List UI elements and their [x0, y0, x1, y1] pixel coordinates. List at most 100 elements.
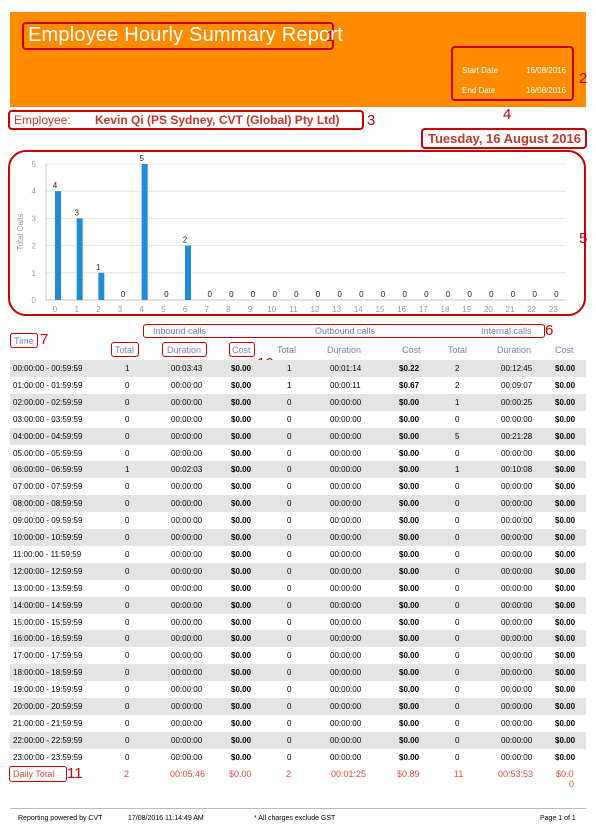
- footer-generated-timestamp: 17/08/2016 11:14:49 AM: [128, 815, 204, 822]
- inbound-cost-cell: $0.00: [231, 448, 252, 458]
- inbound-duration-cell: 00:00:00: [171, 431, 203, 441]
- internal-duration-cell: 00:00:00: [501, 516, 533, 526]
- date-heading-highlight-box: [421, 128, 587, 149]
- date-range-highlight-box: [451, 46, 574, 101]
- internal-total-cell: 0: [455, 617, 460, 627]
- time-cell: 17:00:00 - 17:59:59: [13, 651, 83, 661]
- annotation-11: 11: [67, 765, 83, 782]
- table-row: 03:00:00 - 03:59:59 0 00:00:00 $0.00 0 00:00:…: [10, 411, 586, 428]
- outbound-total-cell: 1: [287, 380, 292, 390]
- inbound-total-cell: 0: [125, 668, 130, 678]
- internal-duration-cell: 00:00:00: [501, 735, 533, 745]
- inbound-total-cell: 0: [125, 414, 130, 424]
- internal-cost-cell: $0.00: [555, 549, 576, 559]
- outbound-total-cell: 0: [287, 465, 292, 475]
- time-cell: 18:00:00 - 18:59:59: [13, 668, 83, 678]
- outbound-total-cell: 0: [287, 651, 292, 661]
- start-date-label: Start Date: [462, 66, 499, 75]
- outbound-cost-cell: $0.00: [399, 397, 420, 407]
- inbound-cost-cell: $0.00: [231, 533, 252, 542]
- inbound-total-cell: 1: [125, 465, 130, 475]
- internal-duration-cell: 00:00:00: [501, 448, 533, 458]
- inbound-cost-cell: $0.00: [231, 549, 252, 559]
- time-cell: 21:00:00 - 21:59:59: [13, 718, 83, 728]
- table-row: 14:00:00 - 14:59:59 0 00:00:00 $0.00 0 00:00:…: [10, 596, 586, 614]
- outbound-duration-cell: 00:00:00: [330, 735, 362, 745]
- chart-highlight-box: [8, 150, 586, 316]
- internal-cost-cell: $0.00: [555, 634, 576, 644]
- internal-duration-cell: 00:00:00: [501, 668, 533, 678]
- inbound-total-cell: 0: [125, 431, 130, 441]
- internal-total-cell: 2: [455, 380, 460, 390]
- internal-cost-header: Cost: [555, 345, 574, 355]
- outbound-cost-header: Cost: [402, 345, 421, 355]
- outbound-cost-cell: $0.00: [399, 566, 420, 576]
- internal-total-cell: 0: [455, 499, 460, 509]
- annotation-5: 5: [579, 230, 588, 247]
- outbound-total-cell: 0: [287, 566, 292, 576]
- time-column-header: Time: [14, 336, 34, 346]
- internal-cost-cell: $0.00: [555, 414, 576, 424]
- table-row: 12:00:00 - 12:59:59 0 00:00:00 $0.00 0 00:00:…: [10, 562, 586, 580]
- outbound-total-cell: 0: [287, 752, 292, 762]
- title-highlight-box: [22, 22, 334, 50]
- inbound-duration-cell: 00:00:00: [171, 583, 203, 593]
- table-row: 19:00:00 - 19:59:59 0 00:00:00 $0.00 0 00:00:…: [10, 681, 586, 698]
- outbound-duration-cell: 00:00:00: [330, 617, 362, 627]
- internal-cost-cell: $0.00: [555, 566, 576, 576]
- inbound-cost-cell: $0.00: [231, 752, 252, 762]
- inbound-cost-cell: $0.00: [231, 617, 252, 627]
- total-internal-duration: 00:53:53: [498, 769, 534, 779]
- internal-total-cell: 1: [455, 465, 460, 475]
- time-cell: 07:00:00 - 07:59:59: [13, 482, 83, 492]
- outbound-total-cell: 0: [287, 634, 292, 644]
- internal-total-cell: 5: [455, 431, 460, 441]
- footer-powered-by: Reporting powered by CVT: [18, 815, 103, 822]
- outbound-total-header: Total: [277, 345, 297, 355]
- inbound-duration-cell: 00:00:00: [171, 651, 203, 661]
- time-cell: 01:00:00 - 01:59:59: [13, 380, 83, 390]
- table-row: 09:00:00 - 09:59:59 0 00:00:00 $0.00 0 00:00:…: [10, 512, 586, 529]
- time-cell: 11:00:00 - 11:59:59: [13, 549, 82, 559]
- inbound-duration-cell: 00:02:03: [171, 465, 203, 475]
- outbound-cost-cell: $0.00: [399, 431, 420, 441]
- outbound-total-cell: 0: [287, 431, 292, 441]
- daily-total-label: Daily Total: [13, 769, 55, 779]
- outbound-cost-cell: $0.00: [399, 651, 420, 661]
- outbound-cost-cell: $0.00: [399, 685, 420, 695]
- outbound-duration-cell: 00:00:00: [330, 685, 362, 695]
- annotation-1: 1: [326, 28, 335, 45]
- table-row: 23:00:00 - 23:59:59 0 00:00:00 $0.00 0 00:00:…: [10, 749, 586, 766]
- total-internal-cost: $0.0: [556, 769, 574, 779]
- internal-total-cell: 0: [455, 752, 460, 762]
- duration-header-highlight-box: [162, 342, 207, 357]
- outbound-duration-cell: 00:01:14: [330, 364, 362, 373]
- table-row: 15:00:00 - 15:59:59 0 00:00:00 $0.00 0 00:00:…: [10, 614, 586, 631]
- inbound-cost-cell: $0.00: [231, 600, 252, 610]
- inbound-cost-cell: $0.00: [231, 516, 252, 526]
- internal-cost-cell: $0.00: [555, 397, 576, 407]
- table-row: 13:00:00 - 13:59:59 0 00:00:00 $0.00 0 00:00:…: [10, 580, 586, 597]
- inbound-cost-header: Cost: [232, 345, 251, 355]
- outbound-cost-cell: $0.00: [399, 617, 420, 627]
- internal-total-cell: 2: [455, 364, 460, 373]
- internal-cost-cell: $0.00: [555, 617, 576, 627]
- outbound-duration-cell: 00:00:00: [330, 668, 362, 678]
- internal-duration-cell: 00:00:00: [501, 549, 533, 559]
- footer-page-number: Page 1 of 1: [540, 815, 576, 822]
- outbound-cost-cell: $0.00: [399, 735, 420, 745]
- outbound-total-cell: 0: [287, 685, 292, 695]
- inbound-cost-cell: $0.00: [231, 702, 252, 711]
- inbound-duration-cell: 00:00:00: [171, 397, 203, 407]
- outbound-cost-cell: $0.00: [399, 533, 420, 542]
- outbound-cost-cell: $0.00: [399, 516, 420, 526]
- internal-duration-cell: 00:00:00: [501, 566, 533, 576]
- group-header-highlight-box: [143, 324, 545, 338]
- internal-cost-cell: $0.00: [555, 735, 576, 745]
- internal-total-cell: 0: [455, 414, 460, 424]
- internal-total-cell: 0: [455, 735, 460, 745]
- report-title: Employee Hourly Summary Report: [28, 24, 343, 46]
- inbound-duration-cell: 00:00:00: [171, 752, 203, 762]
- outbound-duration-cell: 00:00:00: [330, 431, 362, 441]
- internal-cost-cell: $0.00: [555, 516, 576, 526]
